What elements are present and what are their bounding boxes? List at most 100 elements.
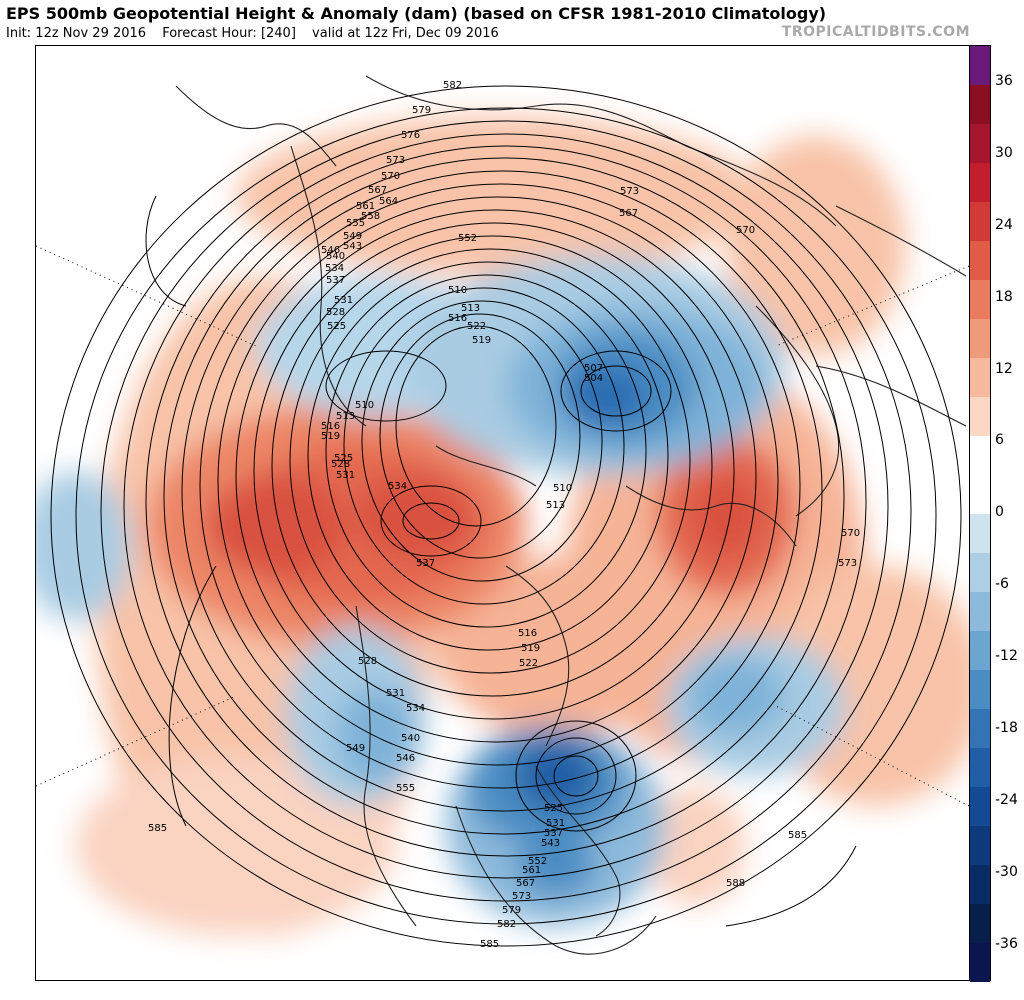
- colorbar-segment: [970, 124, 990, 163]
- graticule: [36, 245, 969, 807]
- colorbar-tick-label: -36: [995, 936, 1018, 952]
- contour-label: 558: [361, 211, 380, 222]
- colorbar-tick-label: -18: [995, 720, 1018, 736]
- contour-label: 519: [321, 431, 340, 442]
- contour-label: 576: [401, 130, 420, 141]
- colorbar-segment: [970, 475, 990, 514]
- contour-label: 570: [381, 171, 400, 182]
- colorbar-tick-label: -12: [995, 648, 1018, 664]
- colorbar-tick-label: 6: [995, 432, 1004, 448]
- contour-label: 522: [519, 658, 538, 669]
- contour-label: 582: [497, 919, 516, 930]
- anomaly-negative: [516, 741, 596, 811]
- anomaly-positive: [646, 786, 746, 906]
- contour-label: 522: [467, 321, 486, 332]
- colorbar-tick-label: 36: [995, 73, 1013, 89]
- colorbar-segment: [970, 319, 990, 358]
- contour-label: 552: [528, 856, 547, 867]
- contour-label: 534: [406, 703, 425, 714]
- contour-label: 573: [386, 155, 405, 166]
- colorbar-tick-label: -30: [995, 864, 1018, 880]
- contour-label: 567: [516, 878, 535, 889]
- contour-label: 504: [584, 373, 603, 384]
- anomaly-negative: [566, 366, 646, 426]
- anomaly-negative: [686, 656, 786, 736]
- contour-label: 513: [461, 303, 480, 314]
- contour-label: 564: [379, 196, 398, 207]
- contour-label: 507: [584, 363, 603, 374]
- contour-label: 531: [546, 818, 565, 829]
- contour-label: 534: [325, 263, 344, 274]
- colorbar-segment: [970, 787, 990, 826]
- contour-label: 570: [841, 528, 860, 539]
- contour-label: 531: [336, 470, 355, 481]
- contour-label: 579: [502, 905, 521, 916]
- contour-label: 516: [518, 628, 537, 639]
- contour-label: 582: [443, 80, 462, 91]
- init-time: Init: 12z Nov 29 2016: [6, 26, 147, 41]
- contour-label: 513: [336, 411, 355, 422]
- colorbar-tick-label: 18: [995, 289, 1013, 305]
- colorbar-segment: [970, 163, 990, 202]
- contour-label: 528: [331, 459, 350, 470]
- colorbar-segment: [970, 670, 990, 709]
- contour-label: 570: [736, 225, 755, 236]
- map-frame: 5825795765735705675645615585555495465435…: [35, 45, 970, 981]
- contour-label: 555: [396, 783, 415, 794]
- colorbar-tick-label: -24: [995, 792, 1018, 808]
- colorbar-segment: [970, 358, 990, 397]
- contour-label: 537: [326, 275, 345, 286]
- contour-label: 579: [412, 105, 431, 116]
- colorbar-segment: [970, 280, 990, 319]
- contour-label: 510: [355, 400, 374, 411]
- contour-label: 543: [343, 241, 362, 252]
- colorbar-segment: [970, 397, 990, 436]
- colorbar-segment: [970, 514, 990, 553]
- contour-label: 516: [448, 313, 467, 324]
- anomaly-positive: [726, 136, 906, 356]
- colorbar-segment: [970, 865, 990, 904]
- contour-label: 585: [148, 823, 167, 834]
- map-subtitle: Init: 12z Nov 29 2016 Forecast Hour: [24…: [6, 26, 511, 41]
- colorbar-segment: [970, 202, 990, 241]
- colorbar-segment: [970, 85, 990, 124]
- anomaly-negative: [336, 686, 416, 786]
- contour-label: 573: [512, 891, 531, 902]
- colorbar-segment: [970, 631, 990, 670]
- anomaly-positive: [436, 556, 676, 736]
- colorbar-segment: [970, 904, 990, 943]
- map-title: EPS 500mb Geopotential Height & Anomaly …: [6, 4, 827, 23]
- colorbar-segment: [970, 436, 990, 475]
- anomaly-positive: [236, 116, 756, 276]
- contour-label: 561: [356, 201, 375, 212]
- colorbar-segment: [970, 748, 990, 787]
- contour-label: 534: [388, 481, 407, 492]
- colorbar-tick-label: 0: [995, 504, 1004, 520]
- anomaly-positive: [206, 476, 346, 576]
- hemisphere-map: 5825795765735705675645615585555495465435…: [36, 75, 969, 955]
- contour-label: 543: [541, 838, 560, 849]
- contour-label: 540: [401, 733, 420, 744]
- anomaly-positive: [691, 476, 761, 556]
- contour-label: 528: [358, 656, 377, 667]
- colorbar-segment: [970, 592, 990, 631]
- contour-label: 567: [619, 208, 638, 219]
- contour-label: 549: [346, 743, 365, 754]
- contour-label: 546: [321, 245, 340, 256]
- colorbar-segment: [970, 46, 990, 85]
- anomaly-negative: [516, 836, 596, 896]
- height-contours: [50, 85, 962, 947]
- brand-watermark: TROPICALTIDBITS.COM: [781, 24, 970, 40]
- forecast-hour: Forecast Hour: [240]: [162, 26, 296, 41]
- contour-label: 561: [522, 865, 541, 876]
- anomaly-shading: [36, 116, 969, 936]
- contour-label: 531: [334, 295, 353, 306]
- colorbar: [969, 45, 991, 982]
- contour-label: 537: [416, 558, 435, 569]
- anomaly-negative: [36, 471, 131, 621]
- contour-label: 525: [334, 453, 353, 464]
- contour-label: 531: [386, 688, 405, 699]
- contour-label: 525: [544, 803, 563, 814]
- contour-label: 546: [396, 753, 415, 764]
- colorbar-tick-label: 12: [995, 361, 1013, 377]
